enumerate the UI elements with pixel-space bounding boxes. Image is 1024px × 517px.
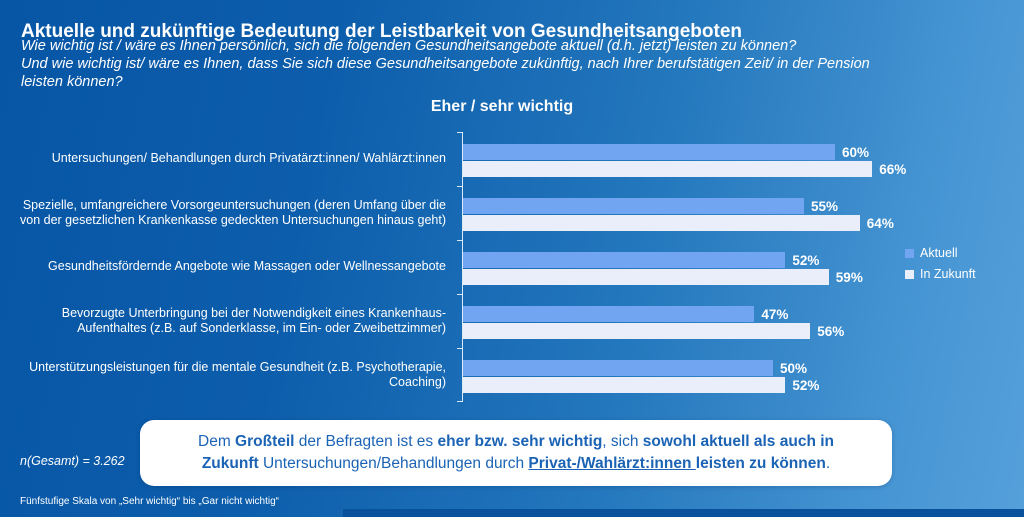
chart-row: Bevorzugte Unterbringung bei der Notwend…	[0, 294, 1000, 348]
axis-tick	[457, 186, 463, 187]
bar-group: 52% 59%	[455, 240, 1000, 294]
bar-aktuell	[463, 306, 755, 322]
bar-aktuell	[463, 198, 804, 214]
value-label: 60%	[842, 144, 870, 160]
callout-segment: , sich	[602, 433, 643, 450]
callout-segment: der Befragten ist es	[294, 433, 438, 450]
legend: Aktuell In Zukunft	[905, 246, 976, 288]
bar-aktuell	[463, 144, 835, 160]
bar-in-zukunft	[463, 269, 829, 285]
bar-group: 50% 52%	[455, 348, 1000, 402]
bar-in-zukunft	[463, 215, 860, 231]
value-label: 52%	[792, 252, 820, 268]
bar-group: 55% 64%	[455, 186, 1000, 240]
bottom-decoration-strip	[343, 509, 1024, 517]
bar-line-aktuell: 50%	[463, 360, 1000, 376]
bar-in-zukunft	[463, 377, 786, 393]
legend-item-in-zukunft: In Zukunft	[905, 267, 976, 281]
survey-question-line-2: Und wie wichtig ist/ wäre es Ihnen, dass…	[21, 56, 870, 72]
value-label: 47%	[761, 306, 789, 322]
category-label: Unterstützungsleistungen für die mentale…	[29, 359, 446, 390]
callout-segment: leisten zu können	[695, 455, 826, 472]
survey-question-line-3: leisten können?	[21, 74, 123, 90]
legend-item-aktuell: Aktuell	[905, 246, 976, 260]
bar-line-in-zukunft: 64%	[463, 215, 1000, 231]
value-label: 50%	[780, 360, 808, 376]
callout-segment: eher bzw. sehr wichtig	[437, 433, 603, 450]
bar-line-in-zukunft: 59%	[463, 269, 1000, 285]
value-label: 52%	[792, 377, 820, 393]
callout-segment: Dem	[198, 433, 236, 450]
callout-segment: Großteil	[235, 433, 295, 450]
page-title: Aktuelle und zukünftige Bedeutung der Le…	[21, 20, 743, 42]
value-label: 66%	[879, 161, 907, 177]
bar-group: 47% 56%	[455, 294, 1000, 348]
chart-row: Untersuchungen/ Behandlungen durch Priva…	[0, 132, 1000, 186]
callout-text: Dem Großteil der Befragten ist es eher b…	[140, 431, 892, 475]
legend-label: Aktuell	[920, 246, 958, 260]
legend-label: In Zukunft	[920, 267, 976, 281]
callout-segment: Untersuchungen/Behandlungen durch	[258, 455, 529, 472]
axis-tick	[457, 348, 463, 349]
sample-size-note: n(Gesamt) = 3.262	[20, 454, 125, 468]
chart-title: Eher / sehr wichtig	[430, 98, 574, 115]
bar-line-aktuell: 55%	[463, 198, 1000, 214]
bar-line-aktuell: 47%	[463, 306, 1000, 322]
value-label: 59%	[835, 269, 863, 285]
category-label: Gesundheitsfördernde Angebote wie Massag…	[48, 259, 446, 274]
chart-rows: Untersuchungen/ Behandlungen durch Priva…	[0, 132, 1000, 402]
bar-aktuell	[463, 360, 773, 376]
axis-tick	[457, 132, 463, 133]
value-label: 56%	[817, 323, 845, 339]
axis-tick	[457, 401, 463, 402]
key-insight-callout: Dem Großteil der Befragten ist es eher b…	[140, 420, 892, 486]
bar-line-in-zukunft: 66%	[463, 161, 1000, 177]
chart-axis	[457, 132, 463, 402]
axis-tick	[457, 294, 463, 295]
bar-line-aktuell: 60%	[463, 144, 1000, 160]
axis-tick	[457, 240, 463, 241]
bar-group: 60% 66%	[455, 132, 1000, 186]
bar-aktuell	[463, 252, 786, 268]
category-label: Spezielle, umfangreichere Vorsorgeunters…	[20, 197, 446, 228]
chart-row: Spezielle, umfangreichere Vorsorgeunters…	[0, 186, 1000, 240]
category-label: Untersuchungen/ Behandlungen durch Priva…	[51, 151, 446, 166]
bar-in-zukunft	[463, 323, 811, 339]
bar-line-in-zukunft: 52%	[463, 377, 1000, 393]
bar-line-in-zukunft: 56%	[463, 323, 1000, 339]
scale-note: Fünfstufige Skala von „Sehr wichtig“ bis…	[20, 496, 279, 507]
value-label: 55%	[811, 198, 839, 214]
bar-chart: Untersuchungen/ Behandlungen durch Priva…	[0, 132, 1000, 402]
bar-in-zukunft	[463, 161, 873, 177]
callout-segment: Privat-/Wahlärzt:innen	[528, 455, 696, 472]
chart-row: Gesundheitsfördernde Angebote wie Massag…	[0, 240, 1000, 294]
category-label: Bevorzugte Unterbringung bei der Notwend…	[61, 305, 446, 336]
chart-row: Unterstützungsleistungen für die mentale…	[0, 348, 1000, 402]
callout-segment: sowohl aktuell als auch in Zukunft	[201, 433, 834, 472]
legend-swatch-icon	[905, 269, 914, 279]
survey-question: Wie wichtig ist / wäre es Ihnen persönli…	[21, 37, 1006, 91]
survey-question-line-1: Wie wichtig ist / wäre es Ihnen persönli…	[21, 38, 797, 54]
bar-line-aktuell: 52%	[463, 252, 1000, 268]
callout-segment: .	[825, 455, 831, 472]
value-label: 64%	[866, 215, 894, 231]
legend-swatch-icon	[905, 248, 914, 258]
